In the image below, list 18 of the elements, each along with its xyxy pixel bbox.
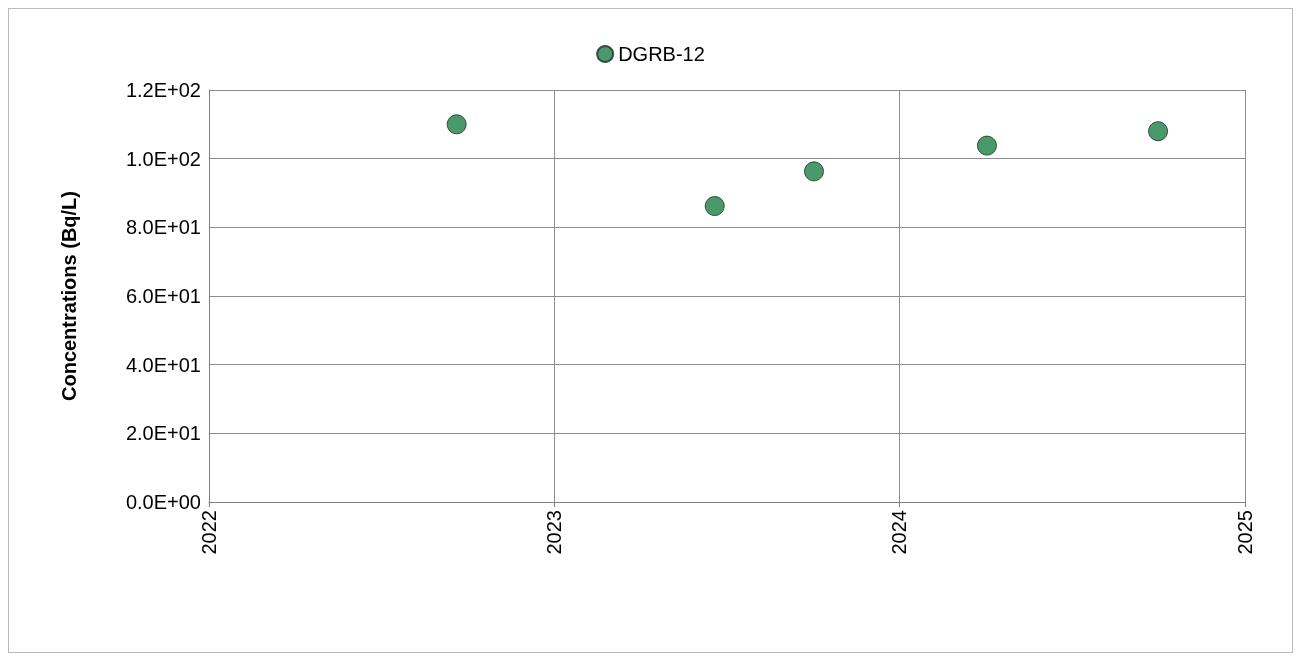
- y-axis-title: Concentrations (Bq/L): [58, 191, 80, 401]
- y-tick-label: 4.0E+01: [125, 353, 201, 376]
- x-tick-label: 2024: [888, 510, 911, 555]
- y-tick-label: 1.2E+02: [125, 79, 201, 101]
- point: [704, 196, 725, 217]
- x-tick-label: 2023: [543, 510, 566, 555]
- y-tick-label: 8.0E+01: [125, 216, 201, 239]
- y-tick-label: 0.0E+00: [125, 491, 201, 513]
- y-tick-label: 1.0E+02: [125, 147, 201, 170]
- point: [1148, 121, 1169, 142]
- point: [446, 114, 467, 135]
- point: [803, 161, 824, 182]
- x-tick-label: 2022: [198, 510, 220, 555]
- y-tick-label: 2.0E+01: [125, 422, 201, 445]
- x-tick-label: 2025: [1234, 510, 1256, 555]
- y-tick-label: 6.0E+01: [125, 285, 201, 307]
- point: [976, 135, 997, 156]
- legend-label: DGRB-12: [618, 43, 705, 65]
